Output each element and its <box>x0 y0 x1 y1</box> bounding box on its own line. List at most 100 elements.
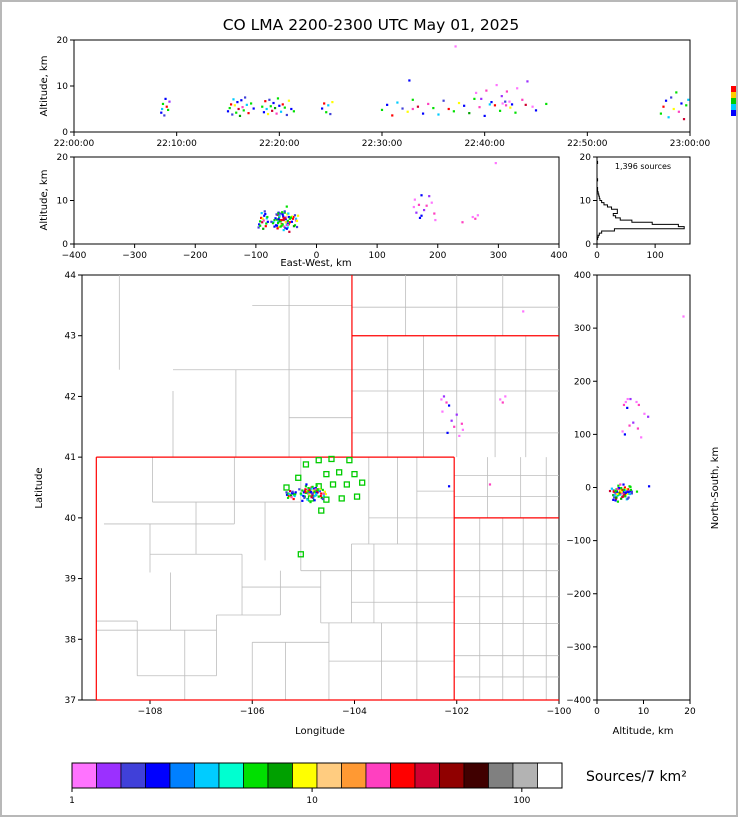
svg-text:0: 0 <box>585 484 591 494</box>
colorbar-segment <box>463 762 489 789</box>
svg-text:38: 38 <box>65 635 77 645</box>
colorbar-segment <box>194 762 220 789</box>
hist-annotation: 1,396 sources <box>615 162 671 171</box>
svg-text:42: 42 <box>65 392 76 402</box>
colorbar-segment <box>316 762 342 789</box>
svg-text:0: 0 <box>594 251 600 261</box>
svg-text:22:40:00: 22:40:00 <box>464 139 505 149</box>
county-borders <box>96 275 559 700</box>
svg-text:10: 10 <box>638 707 650 717</box>
svg-text:10: 10 <box>57 82 69 92</box>
lma-stations <box>283 455 366 558</box>
station-marker <box>297 551 304 558</box>
svg-text:22:00:00: 22:00:00 <box>54 139 95 149</box>
panel-time-height: 22:00:00 22:10:00 22:20:00 22:30:00 22:40:00… <box>54 36 711 149</box>
colorbar-segment <box>488 762 514 789</box>
colorbar-segment <box>169 762 195 789</box>
altitude-histogram-curve <box>596 157 685 244</box>
svg-text:0: 0 <box>314 251 320 261</box>
station-marker <box>351 470 358 478</box>
ew-alt-xlabel: East-West, km <box>280 258 351 269</box>
svg-text:−106: −106 <box>240 707 265 717</box>
station-marker <box>283 484 290 491</box>
station-marker <box>323 496 330 503</box>
svg-text:−108: −108 <box>138 707 163 717</box>
map-xlabel: Longitude <box>295 726 345 737</box>
svg-text:23:00:00: 23:00:00 <box>670 139 711 149</box>
svg-text:43: 43 <box>65 332 76 342</box>
station-marker <box>315 457 322 464</box>
svg-text:10: 10 <box>57 197 69 207</box>
station-marker <box>329 481 337 488</box>
colorbar-tick-label: 1 <box>69 796 75 806</box>
station-marker <box>343 481 350 488</box>
svg-text:−104: −104 <box>342 707 367 717</box>
station-marker <box>336 469 343 476</box>
time-height-ylabel: Altitude, km <box>39 56 50 117</box>
station-marker <box>353 493 361 500</box>
colorbar-segment <box>267 762 293 789</box>
map-ylabel: Latitude <box>34 467 45 508</box>
colorbar-segment <box>537 762 563 789</box>
svg-text:22:30:00: 22:30:00 <box>362 139 403 149</box>
svg-text:22:20:00: 22:20:00 <box>259 139 300 149</box>
time-height-points <box>160 45 690 121</box>
svg-text:−200: −200 <box>566 590 591 600</box>
svg-text:−100: −100 <box>547 707 572 717</box>
svg-text:0: 0 <box>62 240 68 250</box>
panel-map: −108 −106 −104 −102 −100 37 38 39 40 41 42 43 44 <box>65 271 572 717</box>
colorbar-segment <box>292 762 318 789</box>
station-marker <box>338 495 345 502</box>
colorbar-label: Sources/7 km² <box>586 769 687 785</box>
colorbar-segment <box>390 762 416 789</box>
figure-title: CO LMA 2200-2300 UTC May 01, 2025 <box>223 16 520 34</box>
colorbar-tick-label: 10 <box>306 796 318 806</box>
colorbar-segment <box>365 762 391 789</box>
station-marker <box>346 457 353 464</box>
svg-text:10: 10 <box>580 197 592 207</box>
svg-text:0: 0 <box>585 240 591 250</box>
panel-ns-alt: 0 10 20 400 300 200 100 0 −100 −200 −300 −400 <box>566 271 696 717</box>
svg-text:100: 100 <box>574 430 591 440</box>
colorbar-tick-label: 100 <box>513 796 530 806</box>
state-borders <box>95 275 559 701</box>
station-marker <box>302 461 310 468</box>
svg-text:40: 40 <box>65 514 77 524</box>
panel-alt-histogram: 0 100 0 10 20 <box>580 153 691 261</box>
svg-text:300: 300 <box>574 324 591 334</box>
colorbar-segment <box>243 762 269 789</box>
svg-text:300: 300 <box>490 251 507 261</box>
svg-text:20: 20 <box>57 36 69 46</box>
colorbar-segment <box>512 762 538 789</box>
svg-text:−400: −400 <box>566 696 591 706</box>
colorbar-segment <box>71 762 97 789</box>
colorbar: 1 10 100 <box>69 762 563 806</box>
svg-text:37: 37 <box>65 696 76 706</box>
colorbar-segment <box>414 762 440 789</box>
panel-ew-alt: −400 −300 −200 −100 0 100 200 300 400 0 10 20 <box>57 153 568 261</box>
svg-text:39: 39 <box>65 575 77 585</box>
colorbar-segment <box>218 762 244 789</box>
station-marker <box>295 474 302 481</box>
station-marker <box>328 455 335 463</box>
mini-color-strip <box>731 86 736 116</box>
svg-text:20: 20 <box>580 153 592 163</box>
svg-text:20: 20 <box>684 707 696 717</box>
svg-text:−300: −300 <box>122 251 147 261</box>
svg-text:0: 0 <box>62 128 68 138</box>
svg-text:22:10:00: 22:10:00 <box>156 139 197 149</box>
ns-alt-xlabel: Altitude, km <box>613 726 674 737</box>
station-marker <box>359 479 366 486</box>
svg-text:20: 20 <box>57 153 69 163</box>
station-marker <box>318 507 325 514</box>
colorbar-segment <box>120 762 146 789</box>
svg-text:−200: −200 <box>183 251 208 261</box>
svg-text:200: 200 <box>574 377 591 387</box>
svg-text:0: 0 <box>594 707 600 717</box>
svg-text:−102: −102 <box>444 707 469 717</box>
ns-alt-ylabel: North-South, km <box>710 447 721 530</box>
svg-text:44: 44 <box>65 271 77 281</box>
svg-text:100: 100 <box>647 251 664 261</box>
